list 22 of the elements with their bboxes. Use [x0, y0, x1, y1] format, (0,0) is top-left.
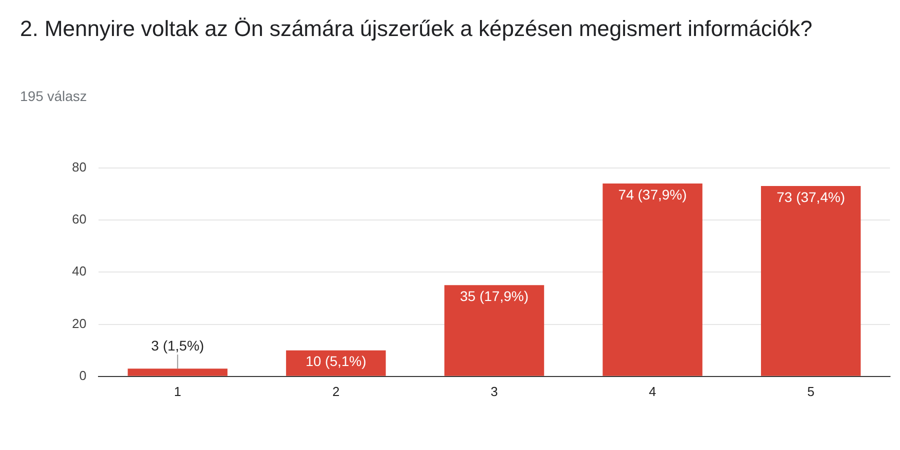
data-label: 35 (17,9%)	[460, 288, 528, 304]
y-tick-label: 0	[79, 368, 86, 383]
bar	[444, 285, 544, 376]
y-tick-label: 40	[72, 264, 86, 279]
y-tick-label: 80	[72, 159, 86, 174]
x-tick-label: 5	[807, 384, 814, 399]
chart-subtitle: 195 válasz	[20, 88, 87, 104]
bar	[760, 186, 861, 376]
bar	[602, 183, 702, 376]
x-tick-label: 1	[174, 384, 182, 399]
y-tick-label: 60	[72, 212, 86, 227]
data-label: 3 (1,5%)	[151, 337, 204, 354]
x-tick-label: 3	[490, 384, 498, 399]
data-label: 74 (37,9%)	[618, 186, 687, 202]
chart-title: 2. Mennyire voltak az Ön számára újszerűek a képzésen megismert információk?	[20, 15, 814, 43]
data-label: 73 (37,4%)	[776, 188, 846, 205]
x-tick-label: 4	[648, 384, 656, 399]
x-tick-label: 2	[332, 384, 340, 399]
bar	[128, 368, 228, 376]
bar	[286, 350, 386, 376]
y-tick-label: 20	[72, 316, 86, 331]
data-label: 10 (5,1%)	[306, 353, 366, 370]
